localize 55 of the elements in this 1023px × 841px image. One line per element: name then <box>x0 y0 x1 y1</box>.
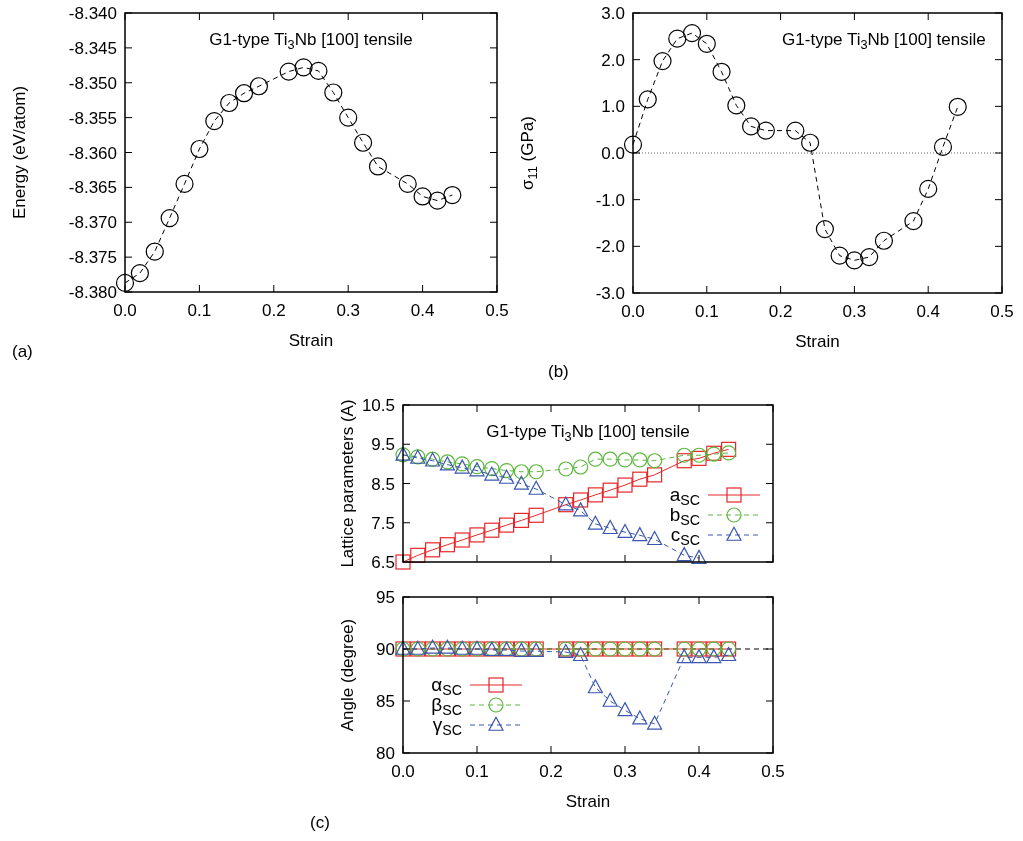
x-tick-label: 0.1 <box>465 762 489 781</box>
y-tick-label: -8.375 <box>68 248 117 268</box>
x-tick-label: 0.3 <box>336 301 361 320</box>
x-tick-label: 0.0 <box>621 302 645 321</box>
x-axis-title: Strain <box>795 332 840 351</box>
y-tick-label: -8.355 <box>68 108 117 128</box>
x-tick-label: 0.0 <box>113 301 137 320</box>
x-tick-label: 0.3 <box>613 762 637 781</box>
y-tick-label: 8.5 <box>371 474 395 494</box>
y-tick-label: -3.0 <box>595 284 625 303</box>
x-tick-label: 0.0 <box>391 762 415 781</box>
y-axis-title: Angle (degree) <box>338 618 357 732</box>
x-axis-title: Strain <box>565 792 611 811</box>
y-tick-label: -1.0 <box>595 190 625 210</box>
y-tick-label: -8.380 <box>68 283 117 302</box>
y-axis-title: Lattice parameters (A) <box>338 399 357 568</box>
y-tick-label: 10.5 <box>361 396 395 415</box>
text: G1-type Ti$_{3}$Nb [100] tensile <box>209 30 413 52</box>
x-tick-label: 0.2 <box>261 301 286 320</box>
y-tick-label: 0.0 <box>601 144 625 163</box>
x-axis-title: Strain <box>288 331 334 350</box>
x-tick-label: 0.5 <box>990 302 1014 321</box>
text: (c) <box>310 813 330 832</box>
y-tick-label: 80 <box>376 744 395 763</box>
text: G1-type Ti$_{3}$Nb [100] tensile <box>486 422 690 444</box>
y-axis-title: Energy (eV/atom) <box>10 85 29 220</box>
x-tick-label: 0.5 <box>485 301 509 320</box>
y-tick-label: 9.5 <box>371 435 395 455</box>
y-tick-label: -8.365 <box>68 178 117 198</box>
y-tick-label: 85 <box>376 692 395 711</box>
y-tick-label: -8.350 <box>68 73 117 93</box>
x-tick-label: 0.4 <box>916 302 941 321</box>
y-tick-label: 90 <box>376 640 395 659</box>
y-tick-label: 7.5 <box>371 513 395 533</box>
x-tick-label: 0.4 <box>410 301 435 320</box>
y-tick-label: -8.360 <box>68 143 117 163</box>
y-tick-label: -2.0 <box>595 237 625 257</box>
x-tick-label: 0.2 <box>768 302 793 321</box>
text: (b) <box>548 362 569 381</box>
y-tick-label: -8.340 <box>68 4 117 23</box>
text: G1-type Ti$_{3}$Nb [100] tensile <box>782 30 986 52</box>
text: (a) <box>12 342 33 361</box>
y-tick-label: 6.5 <box>371 553 395 572</box>
y-tick-label: 95 <box>376 588 395 607</box>
y-tick-label: 3.0 <box>601 4 625 23</box>
y-tick-label: 2.0 <box>601 50 625 70</box>
y-tick-label: -8.370 <box>68 213 117 233</box>
x-tick-label: 0.1 <box>187 301 212 320</box>
x-tick-label: 0.5 <box>761 762 785 781</box>
x-tick-label: 0.2 <box>539 762 563 781</box>
x-tick-label: 0.1 <box>694 302 719 321</box>
y-tick-label: 1.0 <box>601 97 625 117</box>
x-tick-label: 0.3 <box>842 302 867 321</box>
x-tick-label: 0.4 <box>687 762 711 781</box>
y-tick-label: -8.345 <box>68 38 117 58</box>
